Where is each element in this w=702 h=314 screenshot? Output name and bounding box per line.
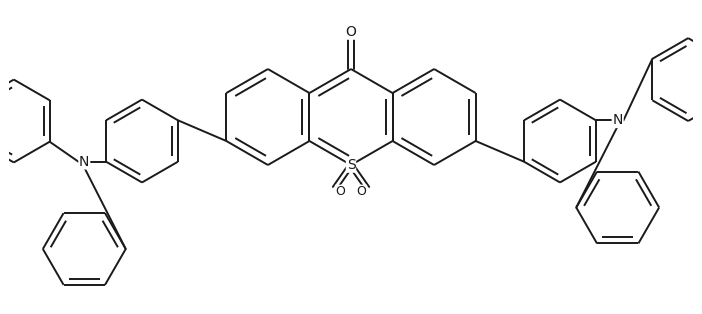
Text: O: O	[345, 25, 357, 39]
Text: S: S	[347, 158, 355, 172]
Text: O: O	[357, 185, 366, 198]
Text: N: N	[613, 113, 623, 127]
Text: O: O	[336, 185, 345, 198]
Text: N: N	[79, 155, 89, 169]
